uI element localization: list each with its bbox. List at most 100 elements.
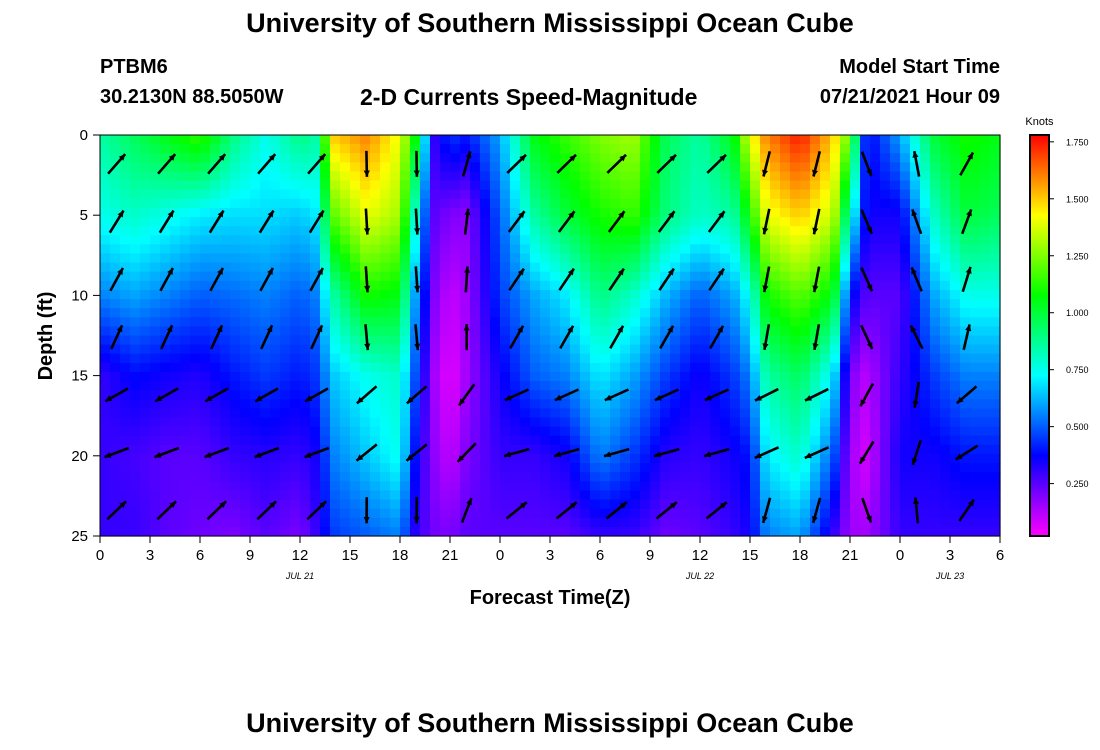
heatmap-cell xyxy=(720,381,731,391)
heatmap-cell xyxy=(760,408,771,419)
heatmap-cell xyxy=(180,453,191,464)
heatmap-cell xyxy=(400,508,411,519)
heatmap-cell xyxy=(720,463,731,473)
heatmap-cell xyxy=(780,426,791,437)
heatmap-cell xyxy=(160,271,171,282)
heatmap-cell xyxy=(820,271,831,282)
heatmap-cell xyxy=(160,198,171,209)
heatmap-cell xyxy=(880,490,891,501)
heatmap-cell xyxy=(550,235,561,245)
heatmap-cell xyxy=(210,180,221,191)
heatmap-cell xyxy=(610,180,621,191)
heatmap-cell xyxy=(910,444,921,455)
y-axis-label: Depth (ft) xyxy=(35,292,57,381)
heatmap-cell xyxy=(740,326,751,337)
heatmap-cell xyxy=(790,444,801,455)
heatmap-cell xyxy=(750,381,761,391)
current-arrow xyxy=(364,208,371,235)
heatmap-cell xyxy=(710,453,721,464)
x-tick-label: 6 xyxy=(596,547,604,564)
heatmap-cell xyxy=(970,481,981,492)
heatmap-cell xyxy=(250,453,261,464)
heatmap-cell xyxy=(600,408,611,419)
heatmap-cell xyxy=(780,444,791,455)
heatmap-cell xyxy=(160,144,171,154)
heatmap-cell xyxy=(920,253,931,264)
heatmap-cell xyxy=(770,253,781,264)
heatmap-cell xyxy=(950,244,961,255)
heatmap-cell xyxy=(930,453,941,464)
heatmap-cell xyxy=(200,371,211,382)
heatmap-cell xyxy=(770,226,781,236)
heatmap-cell xyxy=(330,280,341,291)
heatmap-cell xyxy=(530,280,541,291)
heatmap-cell xyxy=(790,499,801,510)
heatmap-cell xyxy=(320,490,331,501)
heatmap-cell xyxy=(930,426,941,437)
heatmap-cell xyxy=(930,235,941,245)
heatmap-cell xyxy=(890,353,901,364)
heatmap-cell xyxy=(750,207,761,218)
heatmap-cell xyxy=(620,472,631,482)
heatmap-cell xyxy=(270,135,281,145)
heatmap-cell xyxy=(230,481,241,492)
heatmap-cell xyxy=(430,499,441,510)
current-arrow xyxy=(505,501,528,520)
heatmap-cell xyxy=(840,508,851,519)
heatmap-cell xyxy=(480,481,491,492)
heatmap-cell xyxy=(630,217,641,227)
heatmap-cell xyxy=(320,135,331,145)
heatmap-cell xyxy=(900,135,911,145)
heatmap-cell xyxy=(410,171,421,182)
heatmap-cell xyxy=(280,299,291,309)
heatmap-cell xyxy=(370,217,381,227)
heatmap-cell xyxy=(540,481,551,492)
heatmap-cell xyxy=(480,362,491,373)
heatmap-cell xyxy=(780,262,791,273)
heatmap-cell xyxy=(350,490,361,501)
heatmap-cell xyxy=(830,463,841,473)
heatmap-cell xyxy=(250,271,261,282)
heatmap-cell xyxy=(750,162,761,173)
heatmap-cell xyxy=(860,417,871,428)
heatmap-cell xyxy=(570,217,581,227)
heatmap-cell xyxy=(600,171,611,182)
heatmap-cell xyxy=(410,244,421,255)
heatmap-cell xyxy=(380,526,391,537)
heatmap-cell xyxy=(830,371,841,382)
heatmap-cell xyxy=(400,271,411,282)
heatmap-cell xyxy=(800,262,811,273)
heatmap-cell xyxy=(720,508,731,519)
heatmap-cell xyxy=(710,435,721,446)
heatmap-cell xyxy=(900,235,911,245)
heatmap-cell xyxy=(170,453,181,464)
heatmap-cell xyxy=(350,453,361,464)
heatmap-cell xyxy=(900,153,911,163)
heatmap-cell xyxy=(660,226,671,236)
heatmap-cell xyxy=(760,153,771,163)
heatmap-cell xyxy=(920,326,931,337)
heatmap-cell xyxy=(970,326,981,337)
heatmap-cell xyxy=(130,472,141,482)
heatmap-cell xyxy=(210,499,221,510)
heatmap-cell xyxy=(970,171,981,182)
heatmap-cell xyxy=(350,207,361,218)
heatmap-cell xyxy=(860,253,871,264)
current-arrow xyxy=(754,387,779,402)
heatmap-cell xyxy=(930,162,941,173)
heatmap-cell xyxy=(860,280,871,291)
heatmap-cell xyxy=(820,463,831,473)
heatmap-cell xyxy=(780,381,791,391)
heatmap-cell xyxy=(230,226,241,236)
heatmap-cell xyxy=(620,144,631,154)
heatmap-cell xyxy=(180,289,191,300)
heatmap-cell xyxy=(820,162,831,173)
heatmap-cell xyxy=(400,317,411,327)
heatmap-cell xyxy=(380,381,391,391)
heatmap-cell xyxy=(980,490,991,501)
heatmap-cell xyxy=(170,253,181,264)
heatmap-cell xyxy=(600,371,611,382)
heatmap-cell xyxy=(660,381,671,391)
heatmap-cell xyxy=(100,499,111,510)
heatmap-cell xyxy=(190,171,201,182)
